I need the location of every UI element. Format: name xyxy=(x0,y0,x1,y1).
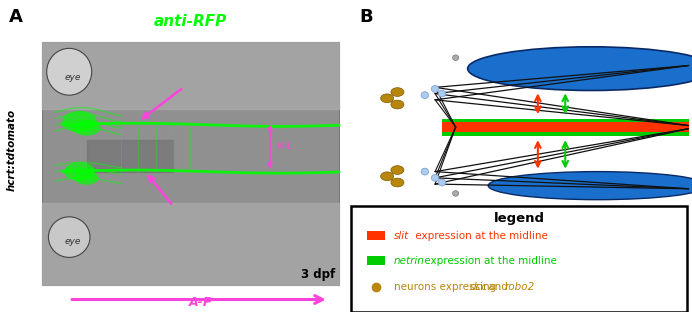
Bar xyxy=(442,123,689,132)
Text: eye: eye xyxy=(64,237,81,246)
Ellipse shape xyxy=(438,179,446,186)
Text: A-P: A-P xyxy=(189,296,212,309)
Text: hcrt:tdtomato: hcrt:tdtomato xyxy=(7,109,17,191)
Ellipse shape xyxy=(62,111,97,133)
Ellipse shape xyxy=(488,172,692,200)
Text: anti-RFP: anti-RFP xyxy=(154,14,227,29)
Ellipse shape xyxy=(453,55,459,61)
Ellipse shape xyxy=(64,162,95,181)
Bar xyxy=(367,256,385,265)
Text: and: and xyxy=(485,282,511,292)
Ellipse shape xyxy=(381,94,394,103)
Ellipse shape xyxy=(421,92,428,99)
Ellipse shape xyxy=(453,191,459,196)
Ellipse shape xyxy=(47,48,91,95)
Text: expression at the midline: expression at the midline xyxy=(421,256,557,266)
Ellipse shape xyxy=(48,217,90,257)
Bar xyxy=(42,42,339,285)
Text: neurons expressing: neurons expressing xyxy=(394,282,500,292)
Ellipse shape xyxy=(74,171,98,185)
Ellipse shape xyxy=(391,100,404,109)
Text: legend: legend xyxy=(493,212,545,225)
Text: netrin: netrin xyxy=(394,256,425,266)
Ellipse shape xyxy=(391,166,404,174)
Text: A: A xyxy=(8,8,23,26)
Text: B: B xyxy=(360,8,374,26)
Ellipse shape xyxy=(73,120,100,136)
Text: robo2: robo2 xyxy=(504,282,534,292)
Ellipse shape xyxy=(391,88,404,96)
Text: eye: eye xyxy=(64,74,81,82)
Ellipse shape xyxy=(438,90,446,97)
Ellipse shape xyxy=(381,172,394,181)
Text: expression at the midline: expression at the midline xyxy=(412,231,547,241)
Bar xyxy=(442,119,689,136)
Text: dcc: dcc xyxy=(469,282,487,292)
Bar xyxy=(367,231,385,240)
Ellipse shape xyxy=(431,85,439,92)
Text: slit: slit xyxy=(394,231,409,241)
Text: M-L: M-L xyxy=(277,142,293,151)
Text: 3 dpf: 3 dpf xyxy=(302,268,336,281)
Ellipse shape xyxy=(431,174,439,181)
Ellipse shape xyxy=(391,178,404,187)
Ellipse shape xyxy=(468,47,692,90)
Ellipse shape xyxy=(421,168,428,175)
FancyBboxPatch shape xyxy=(351,206,687,312)
